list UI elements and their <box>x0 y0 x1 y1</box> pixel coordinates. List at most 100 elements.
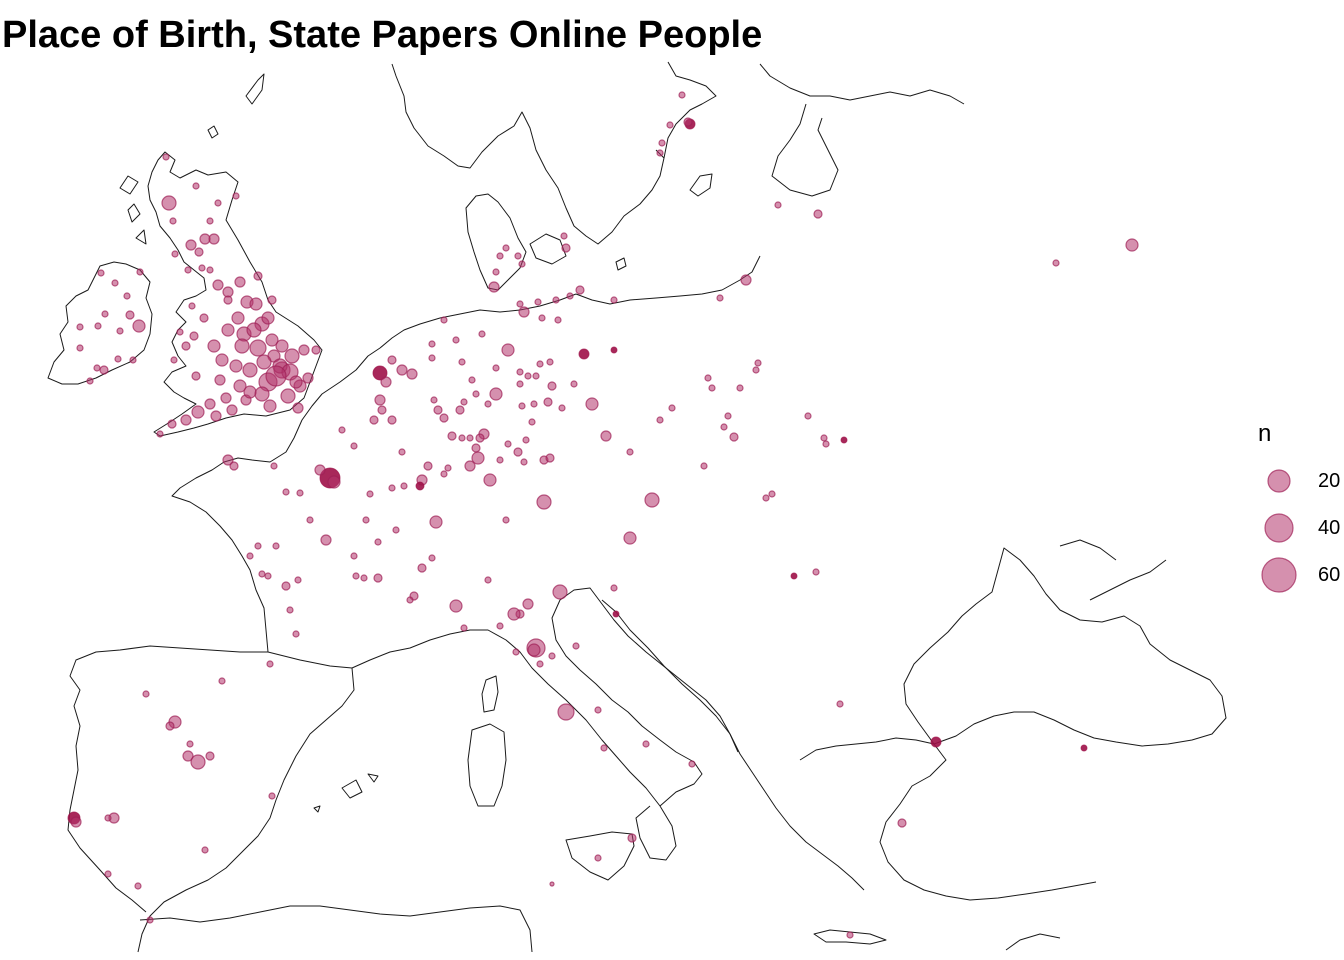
birthplace-marker <box>387 415 397 425</box>
birthplace-marker <box>578 348 590 360</box>
birthplace-marker <box>292 402 304 414</box>
birthplace-marker <box>820 434 828 442</box>
birthplace-marker <box>440 316 448 324</box>
birthplace-marker <box>93 364 101 372</box>
birthplace-points <box>67 91 1139 939</box>
birthplace-marker <box>76 344 84 352</box>
birthplace-marker <box>546 358 554 366</box>
birthplace-marker <box>320 534 332 546</box>
birthplace-marker <box>626 448 634 456</box>
birthplace-marker <box>272 542 280 550</box>
birthplace-marker <box>223 295 233 305</box>
birthplace-marker <box>484 576 492 584</box>
birthplace-marker <box>101 310 109 318</box>
birthplace-marker <box>530 400 538 408</box>
birthplace-marker <box>298 344 310 356</box>
birthplace-marker <box>836 700 844 708</box>
birthplace-marker <box>1080 744 1088 752</box>
birthplace-marker <box>275 339 289 353</box>
birthplace-marker <box>180 414 192 426</box>
birthplace-marker <box>222 454 234 466</box>
coast-sardinia-corsica <box>467 675 507 807</box>
birthplace-marker <box>233 379 247 393</box>
birthplace-marker <box>388 484 396 492</box>
birthplace-marker <box>575 285 585 295</box>
birthplace-marker <box>496 252 504 260</box>
birthplace-marker <box>548 652 556 660</box>
birthplace-marker <box>496 622 504 630</box>
birthplace-marker <box>215 353 229 367</box>
birthplace-marker <box>258 570 266 578</box>
birthplace-marker <box>752 366 760 374</box>
birthplace-marker <box>471 443 481 453</box>
coast-denmark <box>465 193 567 291</box>
birthplace-marker <box>176 328 184 336</box>
birthplace-marker <box>520 458 528 466</box>
birthplace-marker <box>471 451 485 465</box>
birthplace-marker <box>666 121 674 129</box>
birthplace-marker <box>504 440 512 448</box>
coast-balkans <box>601 599 935 891</box>
birthplace-marker <box>182 750 194 762</box>
birthplace-marker <box>754 359 762 367</box>
birthplace-marker <box>398 448 406 456</box>
birthplace-marker <box>678 91 686 99</box>
birthplace-marker <box>522 436 530 444</box>
birthplace-marker <box>161 195 177 211</box>
birthplace-marker <box>111 279 119 287</box>
birthplace-marker <box>181 341 191 351</box>
birthplace-marker <box>374 394 386 406</box>
birthplace-marker <box>206 217 214 225</box>
birthplace-marker <box>492 268 500 276</box>
birthplace-marker <box>532 372 540 380</box>
birthplace-marker <box>191 405 205 419</box>
birthplace-marker <box>415 481 425 491</box>
birthplace-marker <box>311 345 321 355</box>
birthplace-marker <box>289 375 303 389</box>
birthplace-marker <box>444 464 452 472</box>
birthplace-marker <box>460 624 468 632</box>
birthplace-marker <box>132 319 146 333</box>
birthplace-marker <box>897 818 907 828</box>
birthplace-marker <box>536 360 544 368</box>
birthplace-marker <box>253 271 263 281</box>
birthplace-marker <box>683 117 693 127</box>
birthplace-marker <box>464 460 476 472</box>
coast-iberia <box>67 645 355 953</box>
birthplace-marker <box>267 295 277 305</box>
birthplace-marker <box>518 402 526 410</box>
birthplace-marker <box>204 398 216 410</box>
birthplace-marker <box>642 740 650 748</box>
birthplace-marker <box>527 643 541 657</box>
legend: n 20 40 60 <box>1252 418 1344 608</box>
birthplace-marker <box>171 250 179 258</box>
birthplace-marker <box>169 217 177 225</box>
birthplace-marker <box>813 209 823 219</box>
birthplace-marker <box>362 516 370 524</box>
birthplace-marker <box>656 149 664 157</box>
birthplace-marker <box>229 359 243 373</box>
birthplace-marker <box>374 538 382 546</box>
birthplace-marker <box>627 833 637 843</box>
coast-black-sea <box>903 547 1227 747</box>
birthplace-marker <box>94 322 102 330</box>
birthplace-marker <box>99 365 109 375</box>
legend-label-40: 40 <box>1318 517 1341 539</box>
legend-circle-20 <box>1267 469 1291 493</box>
birthplace-marker <box>572 642 580 650</box>
birthplace-marker <box>516 368 524 376</box>
birthplace-marker <box>194 247 204 257</box>
birthplace-marker <box>134 882 142 890</box>
birthplace-marker <box>428 354 436 362</box>
birthplace-marker <box>265 365 287 387</box>
birthplace-marker <box>610 296 618 304</box>
birthplace-marker <box>512 648 520 656</box>
birthplace-marker <box>428 340 436 348</box>
birthplace-marker <box>281 581 291 591</box>
birthplace-marker <box>720 423 728 431</box>
birthplace-marker <box>70 816 82 828</box>
birthplace-marker <box>214 374 226 386</box>
birthplace-marker <box>246 322 262 338</box>
birthplace-marker <box>488 281 500 293</box>
birthplace-marker <box>214 199 222 207</box>
